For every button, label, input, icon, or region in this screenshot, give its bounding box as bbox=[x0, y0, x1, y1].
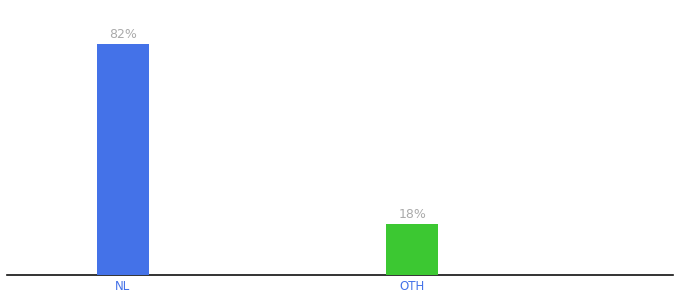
Bar bbox=[97, 44, 149, 274]
Bar bbox=[386, 224, 439, 274]
Text: 18%: 18% bbox=[398, 208, 426, 221]
Text: 82%: 82% bbox=[109, 28, 137, 41]
